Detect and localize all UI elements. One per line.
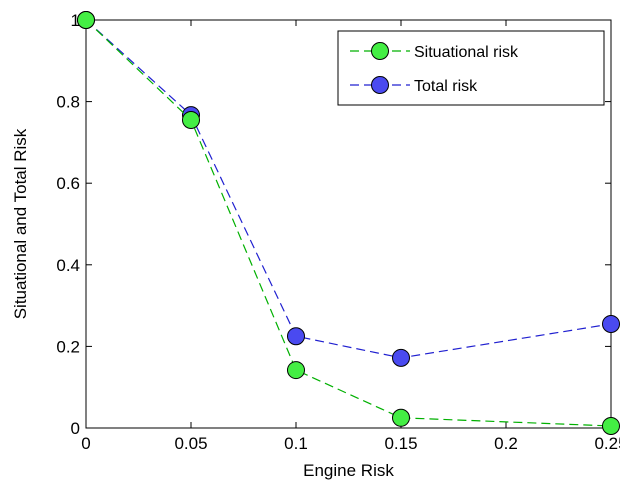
data-point xyxy=(182,110,200,129)
data-point xyxy=(287,327,305,346)
series-layer xyxy=(77,11,620,435)
legend-marker xyxy=(371,42,389,60)
legend-label: Total risk xyxy=(414,78,478,95)
x-axis-label: Engine Risk xyxy=(303,461,394,480)
x-tick-label: 0.1 xyxy=(284,434,308,453)
x-tick-label: 0 xyxy=(81,434,90,453)
legend-label: Situational risk xyxy=(414,44,519,61)
x-tick-label: 0.05 xyxy=(174,434,207,453)
data-point xyxy=(392,348,410,367)
legend: Situational risk Total risk xyxy=(337,30,605,106)
y-axis-ticks: 0 0.2 0.4 0.6 0.8 1 xyxy=(56,11,611,438)
y-tick-label: 1 xyxy=(71,11,80,30)
y-tick-label: 0.2 xyxy=(56,337,80,356)
y-tick-label: 0.8 xyxy=(56,93,80,112)
y-tick-label: 0.4 xyxy=(56,256,80,275)
y-tick-label: 0 xyxy=(71,419,80,438)
legend-marker xyxy=(371,76,389,94)
data-point xyxy=(392,408,410,427)
x-axis-ticks: 0 0.05 0.1 0.15 0.2 0.25 xyxy=(81,20,620,453)
y-axis-label: Situational and Total Risk xyxy=(11,128,30,319)
y-tick-label: 0.6 xyxy=(56,174,80,193)
data-point xyxy=(602,416,620,435)
data-point xyxy=(77,11,95,29)
x-tick-label: 0.2 xyxy=(494,434,518,453)
data-point xyxy=(602,314,620,333)
data-point xyxy=(287,361,305,380)
x-tick-label: 0.25 xyxy=(594,434,620,453)
series-situational-risk xyxy=(77,11,620,435)
x-tick-label: 0.15 xyxy=(384,434,417,453)
